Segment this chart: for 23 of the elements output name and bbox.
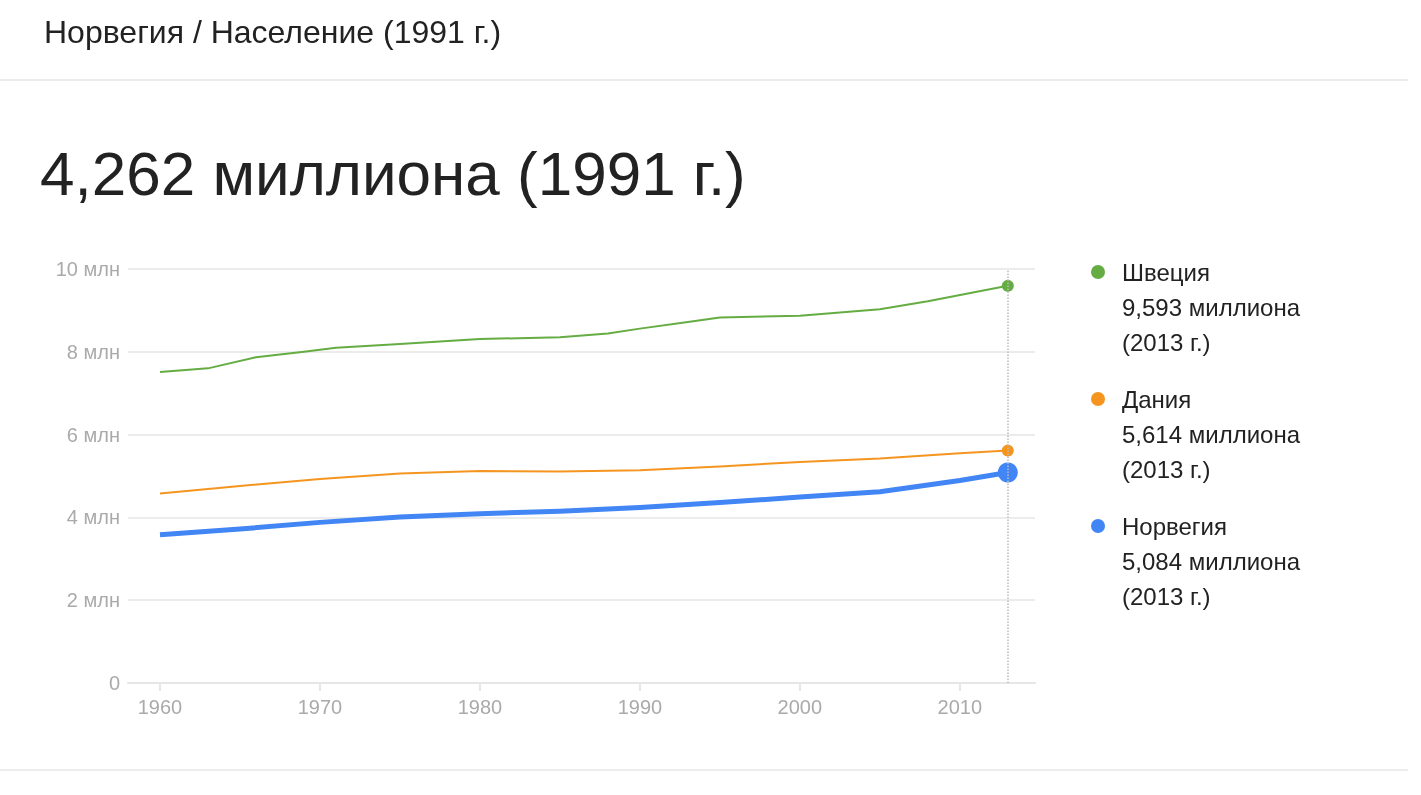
legend-label: Швеция xyxy=(1122,258,1211,288)
y-tick-label: 0 xyxy=(108,672,120,694)
y-tick-label: 4 млн xyxy=(66,506,120,529)
x-tick-label: 2010 xyxy=(937,696,983,718)
point xyxy=(997,462,1018,483)
point xyxy=(1001,279,1014,292)
text: 9,593 миллиона (2013 г.) xyxy=(1122,293,1301,358)
chart-title: 4,262 миллиона (1991 г.) xyxy=(40,138,746,209)
y-tick-label: 10 млн xyxy=(55,258,120,280)
y-tick-label: 6 млн xyxy=(66,423,120,446)
legend-label: Норвегия xyxy=(1122,512,1228,542)
chart-subtitle: Норвегия / Население (1991 г.) xyxy=(44,14,502,51)
text: 5,614 миллиона (2013 г.) xyxy=(1122,420,1301,485)
y-tick-label: 8 млн xyxy=(66,340,120,363)
legend-label: Дания xyxy=(1122,385,1193,415)
text: 5,084 миллиона (2013 г.) xyxy=(1122,547,1301,612)
x-tick-label: 1980 xyxy=(457,696,503,718)
point xyxy=(1001,444,1014,457)
x-tick-label: 1990 xyxy=(617,696,663,718)
x-tick-label: 1970 xyxy=(297,696,343,718)
y-tick-label: 2 млн xyxy=(66,589,120,612)
x-tick-label: 2000 xyxy=(777,696,823,718)
x-tick-label: 1960 xyxy=(137,696,183,718)
